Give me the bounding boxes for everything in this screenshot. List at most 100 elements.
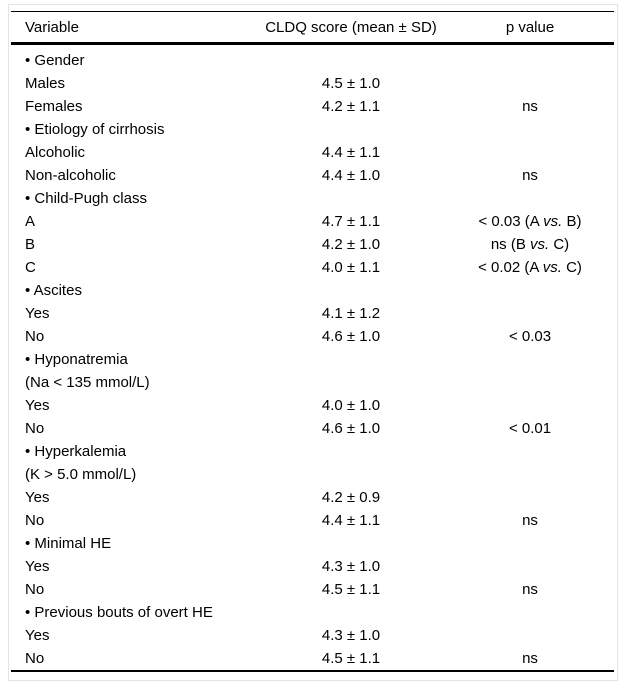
score-cell — [256, 601, 446, 624]
variable-cell: A — [25, 213, 36, 230]
score-cell: 4.7 ± 1.1 — [321, 213, 381, 230]
score-cell — [256, 532, 446, 555]
score-cell — [256, 44, 446, 73]
variable-cell: • Gender — [25, 52, 85, 69]
pvalue-cell: ns (B vs. C) — [490, 236, 570, 253]
variable-cell: Non-alcoholic — [25, 167, 116, 184]
score-cell — [256, 118, 446, 141]
header-row: Variable CLDQ score (mean ± SD) p value — [11, 11, 614, 45]
variable-cell: (Na < 135 mmol/L) — [25, 374, 150, 391]
variable-cell: No — [11, 647, 256, 672]
pvalue-cell: < 0.02 (A vs. C) — [478, 259, 582, 276]
category-row: • Gender — [11, 44, 614, 73]
pvalue-cell: < 0.03 — [508, 328, 552, 345]
pvalue-cell — [446, 624, 614, 647]
variable-cell: Yes — [25, 489, 50, 506]
data-row: No 4.4 ± 1.1 ns — [11, 509, 614, 532]
pvalue-cell — [446, 302, 614, 325]
data-row: A 4.7 ± 1.1 < 0.03 (A vs. B) — [11, 210, 614, 233]
pvalue-cell — [446, 118, 614, 141]
score-cell: 4.6 ± 1.0 — [321, 328, 381, 345]
variable-cell: (K > 5.0 mmol/L) — [25, 466, 137, 483]
data-row: Yes 4.0 ± 1.0 — [11, 394, 614, 417]
score-cell — [256, 440, 446, 463]
pvalue-cell: ns — [522, 581, 538, 598]
variable-cell: Yes — [25, 558, 50, 575]
data-row: Alcoholic 4.4 ± 1.1 — [11, 141, 614, 164]
data-row: No 4.5 ± 1.1 ns — [11, 578, 614, 601]
variable-cell: • Etiology of cirrhosis — [25, 121, 165, 138]
pvalue-cell — [446, 601, 614, 624]
category-row: • Hyperkalemia — [11, 440, 614, 463]
score-cell: 4.3 ± 1.0 — [321, 627, 381, 644]
variable-cell: • Hyponatremia — [25, 351, 128, 368]
score-cell: 4.0 ± 1.1 — [321, 259, 381, 276]
score-cell — [256, 187, 446, 210]
pvalue-cell — [446, 279, 614, 302]
variable-cell: • Minimal HE — [25, 535, 112, 552]
score-cell: 4.4 ± 1.1 — [321, 512, 381, 529]
score-cell: 4.2 ± 1.0 — [321, 236, 381, 253]
data-row: B 4.2 ± 1.0 ns (B vs. C) — [11, 233, 614, 256]
variable-cell: Yes — [25, 627, 50, 644]
data-row: Yes 4.1 ± 1.2 — [11, 302, 614, 325]
pvalue-cell: ns — [522, 167, 538, 184]
pvalue-cell — [446, 440, 614, 463]
pvalue-cell — [446, 72, 614, 95]
category-row: • Previous bouts of overt HE — [11, 601, 614, 624]
cldq-score-table: Variable CLDQ score (mean ± SD) p value … — [11, 11, 614, 672]
pvalue-cell: ns — [446, 647, 614, 672]
variable-cell: • Child-Pugh class — [25, 190, 147, 207]
data-row: No 4.6 ± 1.0 < 0.03 — [11, 325, 614, 348]
pvalue-cell: ns — [522, 512, 538, 529]
variable-cell: B — [25, 236, 36, 253]
data-row: C 4.0 ± 1.1 < 0.02 (A vs. C) — [11, 256, 614, 279]
data-row: Males 4.5 ± 1.0 — [11, 72, 614, 95]
data-row: Yes 4.3 ± 1.0 — [11, 624, 614, 647]
score-cell — [256, 371, 446, 394]
score-cell: 4.2 ± 0.9 — [321, 489, 381, 506]
pvalue-cell — [446, 187, 614, 210]
pvalue-cell — [446, 463, 614, 486]
variable-cell: Females — [25, 98, 83, 115]
score-cell — [256, 279, 446, 302]
pvalue-cell — [446, 348, 614, 371]
data-row: Non-alcoholic 4.4 ± 1.0 ns — [11, 164, 614, 187]
variable-cell: No — [25, 420, 45, 437]
score-cell: 4.1 ± 1.2 — [321, 305, 381, 322]
variable-cell: No — [25, 512, 45, 529]
variable-cell: C — [25, 259, 36, 276]
category-row: • Ascites — [11, 279, 614, 302]
variable-cell: Yes — [25, 397, 50, 414]
pvalue-cell — [446, 141, 614, 164]
data-row: Yes 4.2 ± 0.9 — [11, 486, 614, 509]
variable-cell: • Ascites — [25, 282, 82, 299]
score-cell: 4.5 ± 1.0 — [321, 75, 381, 92]
score-cell: 4.0 ± 1.0 — [321, 397, 381, 414]
data-row: No 4.5 ± 1.1 ns — [11, 647, 614, 672]
pvalue-cell — [446, 555, 614, 578]
variable-cell: Males — [25, 75, 66, 92]
score-cell: 4.5 ± 1.1 — [321, 581, 381, 598]
data-row: No 4.6 ± 1.0 < 0.01 — [11, 417, 614, 440]
variable-cell: • Previous bouts of overt HE — [25, 604, 213, 621]
header-variable: Variable — [11, 11, 256, 45]
data-row: (Na < 135 mmol/L) — [11, 371, 614, 394]
category-row: • Child-Pugh class — [11, 187, 614, 210]
score-cell: 4.4 ± 1.0 — [321, 167, 381, 184]
variable-cell: No — [25, 328, 45, 345]
data-row: Yes 4.3 ± 1.0 — [11, 555, 614, 578]
pvalue-cell — [446, 394, 614, 417]
table-body: • Gender Males 4.5 ± 1.0 Females 4.2 ± 1.1 ns… — [11, 44, 614, 672]
pvalue-cell — [446, 44, 614, 73]
variable-cell: Alcoholic — [25, 144, 86, 161]
pvalue-cell: < 0.03 (A vs. B) — [478, 213, 582, 230]
variable-cell: Yes — [25, 305, 50, 322]
pvalue-cell — [446, 486, 614, 509]
score-cell: 4.4 ± 1.1 — [321, 144, 381, 161]
category-row: • Minimal HE — [11, 532, 614, 555]
table-header: Variable CLDQ score (mean ± SD) p value — [11, 11, 614, 45]
score-cell: 4.2 ± 1.1 — [321, 98, 381, 115]
category-row: • Etiology of cirrhosis — [11, 118, 614, 141]
